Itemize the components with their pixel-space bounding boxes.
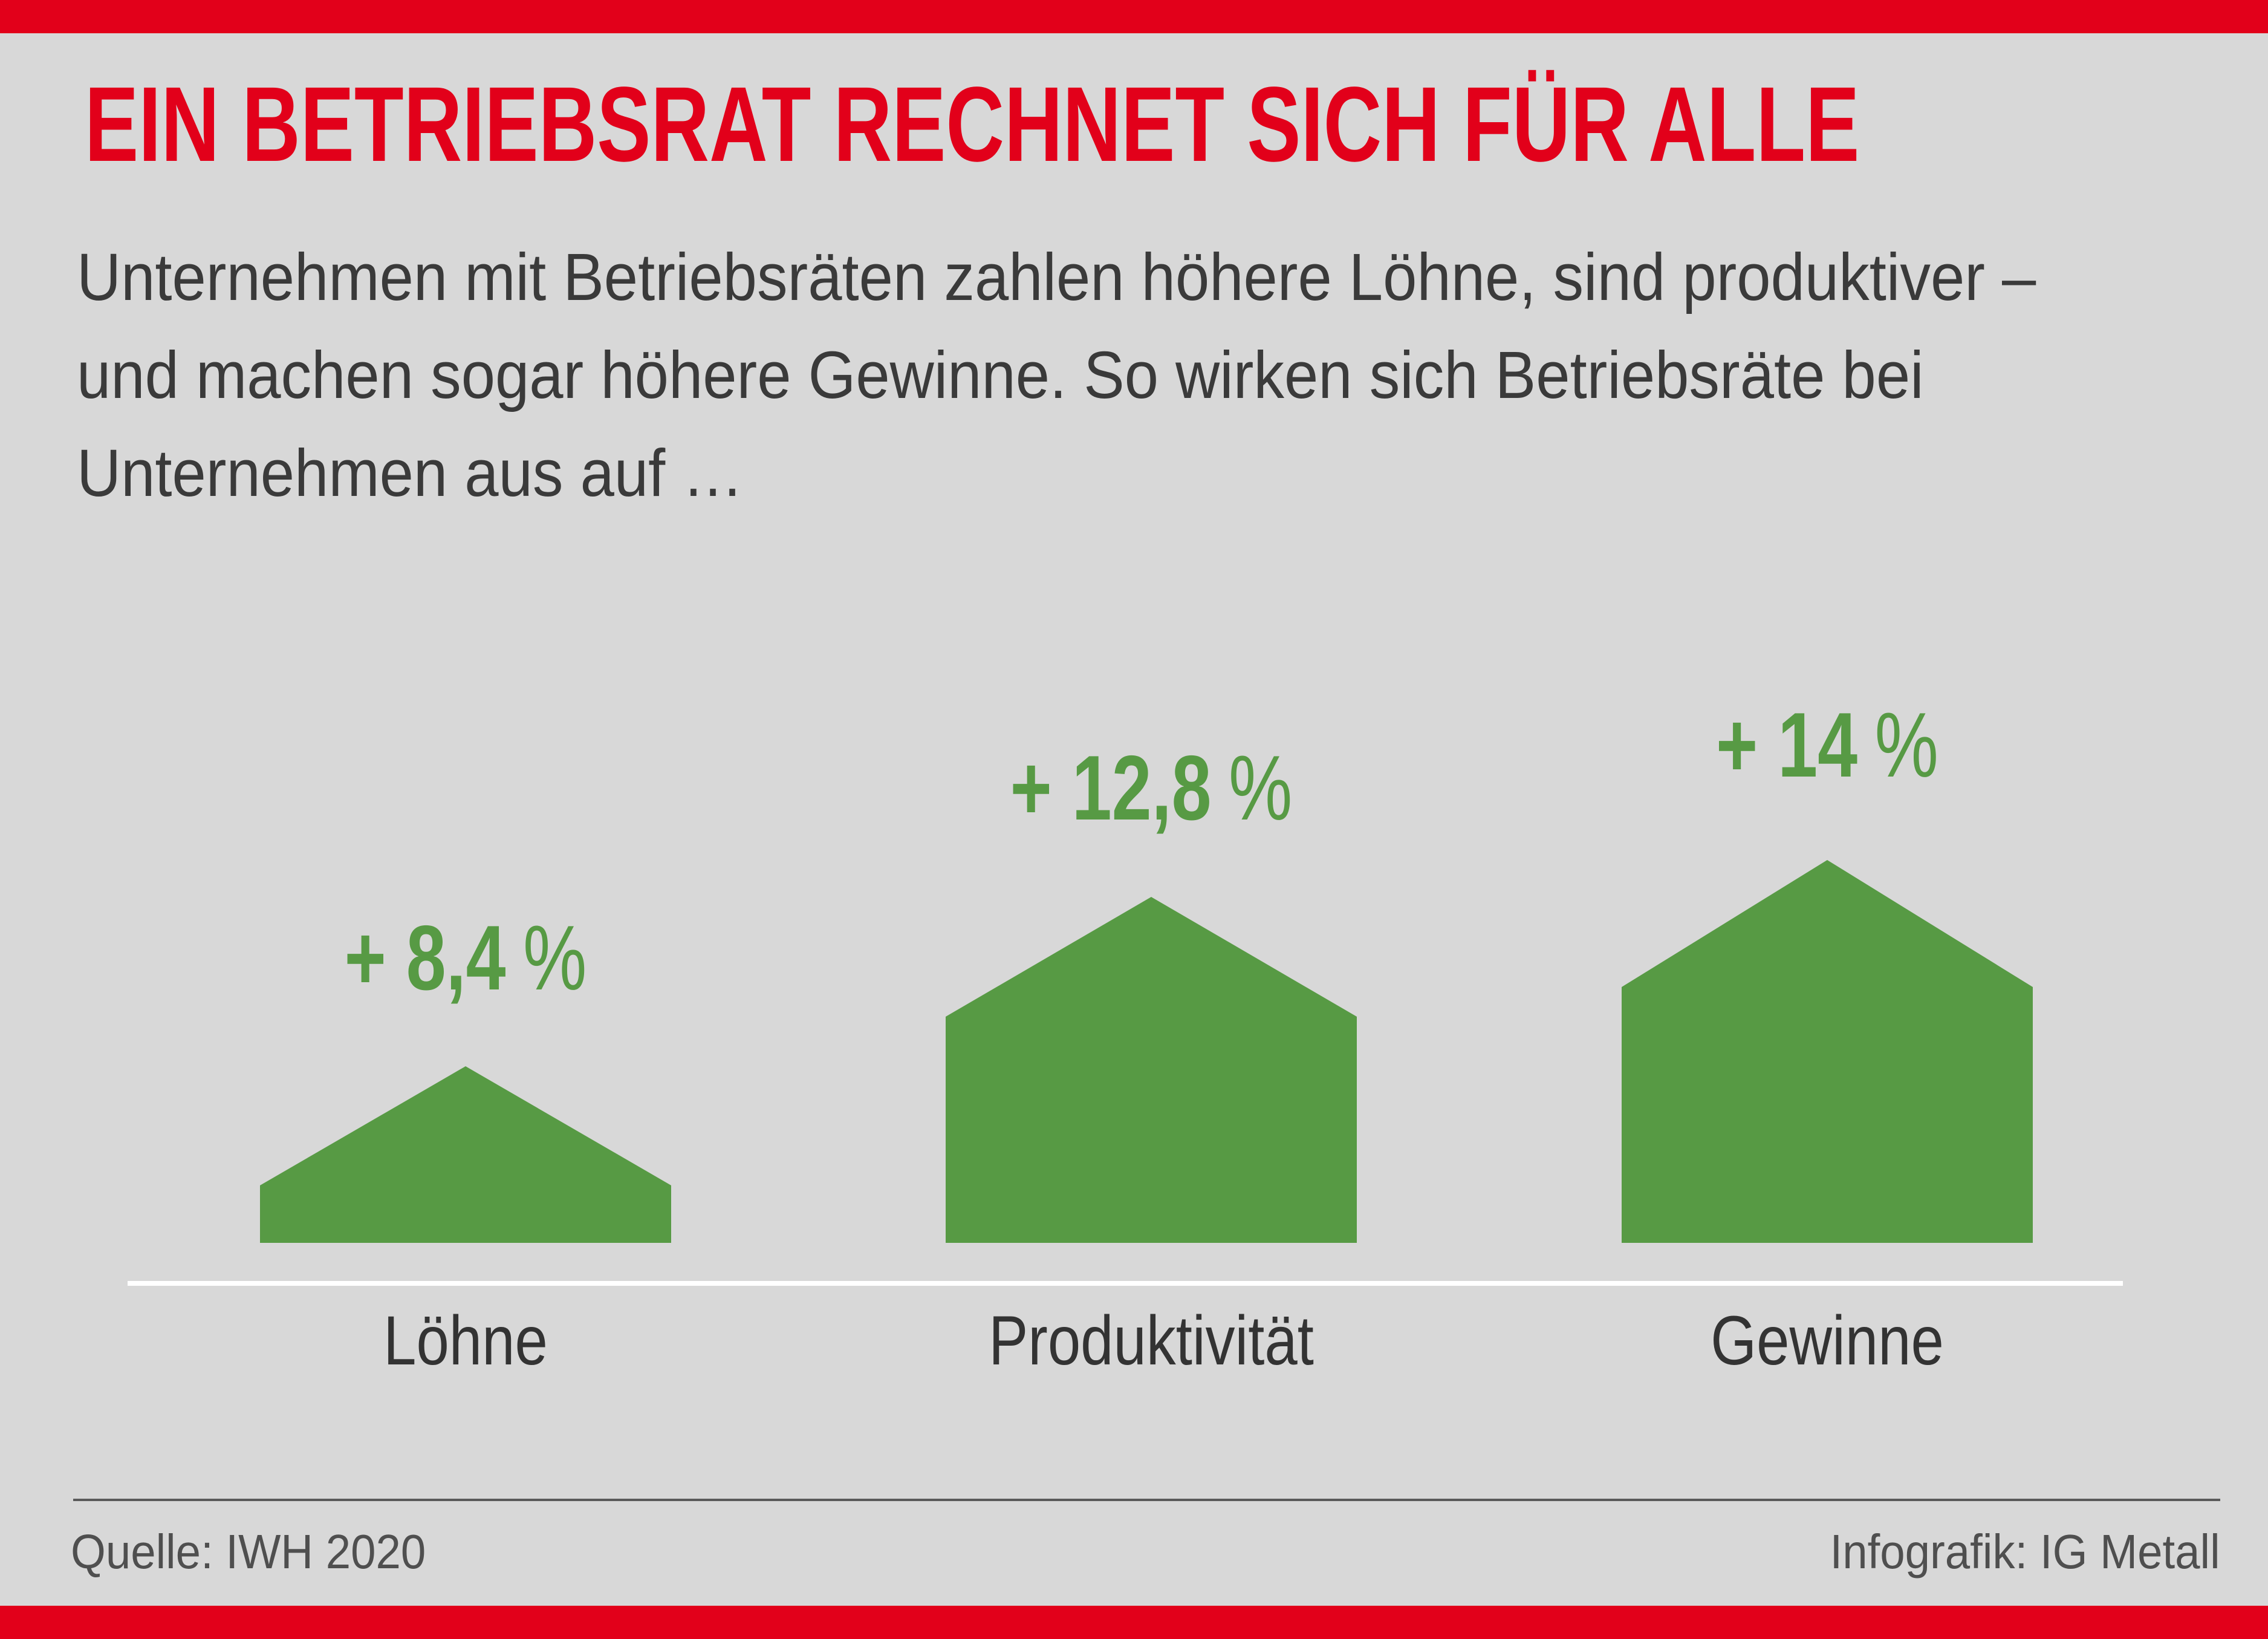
value-number: + 8,4 (344, 907, 506, 1009)
bar-shape-1 (260, 1066, 671, 1243)
percent-sign: % (523, 907, 587, 1009)
source-credit: Quelle: IWH 2020 (71, 1525, 426, 1579)
value-number: + 14 (1716, 694, 1858, 797)
value-label-1: + 8,4% (183, 912, 749, 1004)
bar-shape-2 (946, 897, 1357, 1243)
footer-rule (73, 1499, 2220, 1501)
category-label-2: Produktivität (989, 1302, 1314, 1380)
page-title: EIN BETRIEBSRAT RECHNET SICH FÜR ALLE (85, 65, 1860, 184)
percent-sign: % (1874, 694, 1938, 797)
value-label-2: + 12,8% (868, 742, 1434, 834)
category-label-3: Gewinne (1711, 1302, 1944, 1380)
top-red-bar (0, 0, 2268, 33)
value-label-3: + 14% (1544, 699, 2110, 791)
value-number: + 12,8 (1010, 737, 1212, 839)
intro-text: Unternehmen mit Betriebsräten zahlen höh… (77, 229, 2036, 523)
bottom-red-bar (0, 1606, 2268, 1639)
intro-line-1: Unternehmen mit Betriebsräten zahlen höh… (77, 240, 2036, 314)
intro-line-2: und machen sogar höhere Gewinne. So wirk… (77, 338, 1924, 412)
bar-shape-3 (1622, 860, 2033, 1243)
percent-sign: % (1228, 737, 1293, 839)
infographic-credit: Infografik: IG Metall (1830, 1525, 2220, 1579)
category-label-1: Löhne (383, 1302, 548, 1380)
baseline-divider (128, 1281, 2123, 1286)
intro-line-3: Unternehmen aus auf … (77, 436, 744, 510)
